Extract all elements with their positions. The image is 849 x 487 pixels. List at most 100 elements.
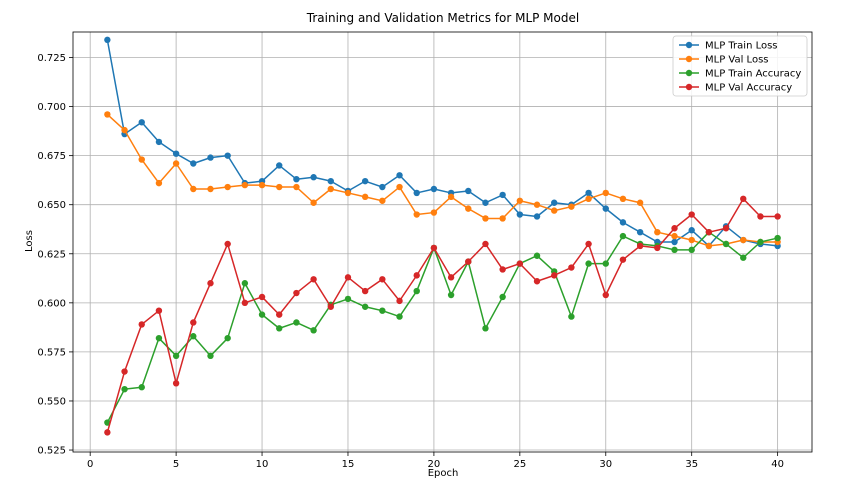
- data-point: [585, 189, 592, 197]
- data-point: [568, 264, 575, 271]
- data-point: [482, 240, 489, 248]
- legend-label: MLP Val Accuracy: [705, 83, 792, 94]
- data-point: [241, 181, 249, 189]
- data-point: [172, 352, 180, 360]
- data-point: [138, 156, 145, 163]
- data-point: [276, 162, 283, 169]
- chart-title: Training and Validation Metrics for MLP …: [306, 11, 579, 25]
- legend-item: MLP Val Accuracy: [679, 83, 792, 94]
- data-point: [688, 227, 695, 234]
- data-point: [533, 201, 541, 208]
- data-point: [654, 228, 661, 236]
- data-point: [482, 199, 489, 206]
- y-tick-label: 0.625: [37, 249, 66, 260]
- data-point: [310, 199, 317, 206]
- x-tick-label: 25: [513, 459, 526, 470]
- data-point: [413, 211, 420, 218]
- x-tick-label: 30: [599, 459, 612, 470]
- legend-label: MLP Train Loss: [705, 41, 778, 52]
- data-point: [447, 274, 455, 281]
- data-point: [533, 213, 541, 220]
- data-point: [585, 240, 592, 248]
- data-point: [705, 242, 713, 250]
- series-line: [106, 39, 778, 247]
- data-point: [310, 327, 317, 334]
- data-point: [293, 319, 300, 326]
- series-line: [106, 231, 778, 423]
- data-point: [190, 185, 197, 193]
- data-point: [585, 195, 592, 203]
- data-point: [671, 238, 678, 246]
- data-point: [482, 215, 489, 222]
- legend-swatch-marker: [685, 83, 693, 91]
- data-point: [361, 177, 369, 185]
- data-point: [585, 260, 592, 267]
- data-point: [671, 246, 678, 254]
- data-point: [121, 385, 128, 393]
- data-point: [636, 242, 644, 250]
- y-tick-label: 0.675: [37, 151, 66, 162]
- data-point: [258, 293, 266, 301]
- x-tick-label: 35: [685, 459, 698, 470]
- legend-swatch-marker: [685, 41, 693, 49]
- data-point: [172, 150, 180, 157]
- legend: MLP Train Loss MLP Val Loss MLP Train Accu…: [672, 35, 808, 97]
- data-point: [740, 236, 747, 244]
- data-point: [207, 352, 214, 360]
- data-point: [619, 232, 627, 240]
- y-tick-label: 0.725: [37, 53, 66, 64]
- data-point: [224, 183, 231, 191]
- data-point: [465, 187, 472, 195]
- data-point: [344, 295, 352, 303]
- x-tick-label: 0: [87, 459, 93, 470]
- data-point: [465, 258, 472, 265]
- data-point: [705, 228, 713, 236]
- data-point: [516, 260, 524, 267]
- data-point: [344, 274, 352, 281]
- data-point: [172, 380, 180, 387]
- data-point: [551, 199, 558, 206]
- data-point: [190, 319, 197, 326]
- legend-item: MLP Train Loss: [679, 41, 778, 52]
- data-point: [276, 311, 283, 318]
- data-point: [619, 256, 627, 263]
- x-axis-label: Epoch: [428, 468, 459, 479]
- data-point: [241, 299, 249, 307]
- legend-label: MLP Val Loss: [705, 55, 769, 66]
- data-point: [722, 225, 730, 232]
- data-point: [568, 313, 575, 320]
- data-point: [138, 384, 145, 391]
- series-mlp-val-loss: [104, 111, 781, 250]
- data-point: [516, 211, 524, 218]
- data-point: [361, 303, 369, 310]
- data-point: [190, 333, 197, 340]
- data-point: [619, 195, 627, 203]
- data-point: [757, 238, 764, 246]
- data-point: [379, 183, 386, 191]
- data-point: [499, 191, 506, 199]
- data-point: [757, 213, 764, 220]
- x-tick-label: 40: [771, 459, 784, 470]
- data-point: [224, 240, 231, 248]
- data-point: [551, 272, 558, 279]
- data-point: [740, 195, 747, 203]
- legend-label: MLP Train Accuracy: [705, 69, 801, 80]
- data-point: [155, 179, 163, 187]
- data-point: [207, 185, 214, 193]
- data-point: [465, 205, 472, 212]
- data-point: [688, 211, 695, 218]
- data-point: [413, 189, 420, 197]
- data-point: [722, 240, 730, 248]
- legend-item: MLP Val Loss: [679, 55, 769, 66]
- data-point: [241, 280, 249, 287]
- data-point: [344, 189, 352, 197]
- data-point: [499, 266, 506, 273]
- data-point: [636, 228, 644, 236]
- data-point: [379, 197, 386, 204]
- data-point: [482, 325, 489, 332]
- data-point: [602, 205, 609, 212]
- series-layer: [104, 36, 781, 436]
- data-point: [327, 303, 334, 310]
- data-point: [155, 307, 163, 314]
